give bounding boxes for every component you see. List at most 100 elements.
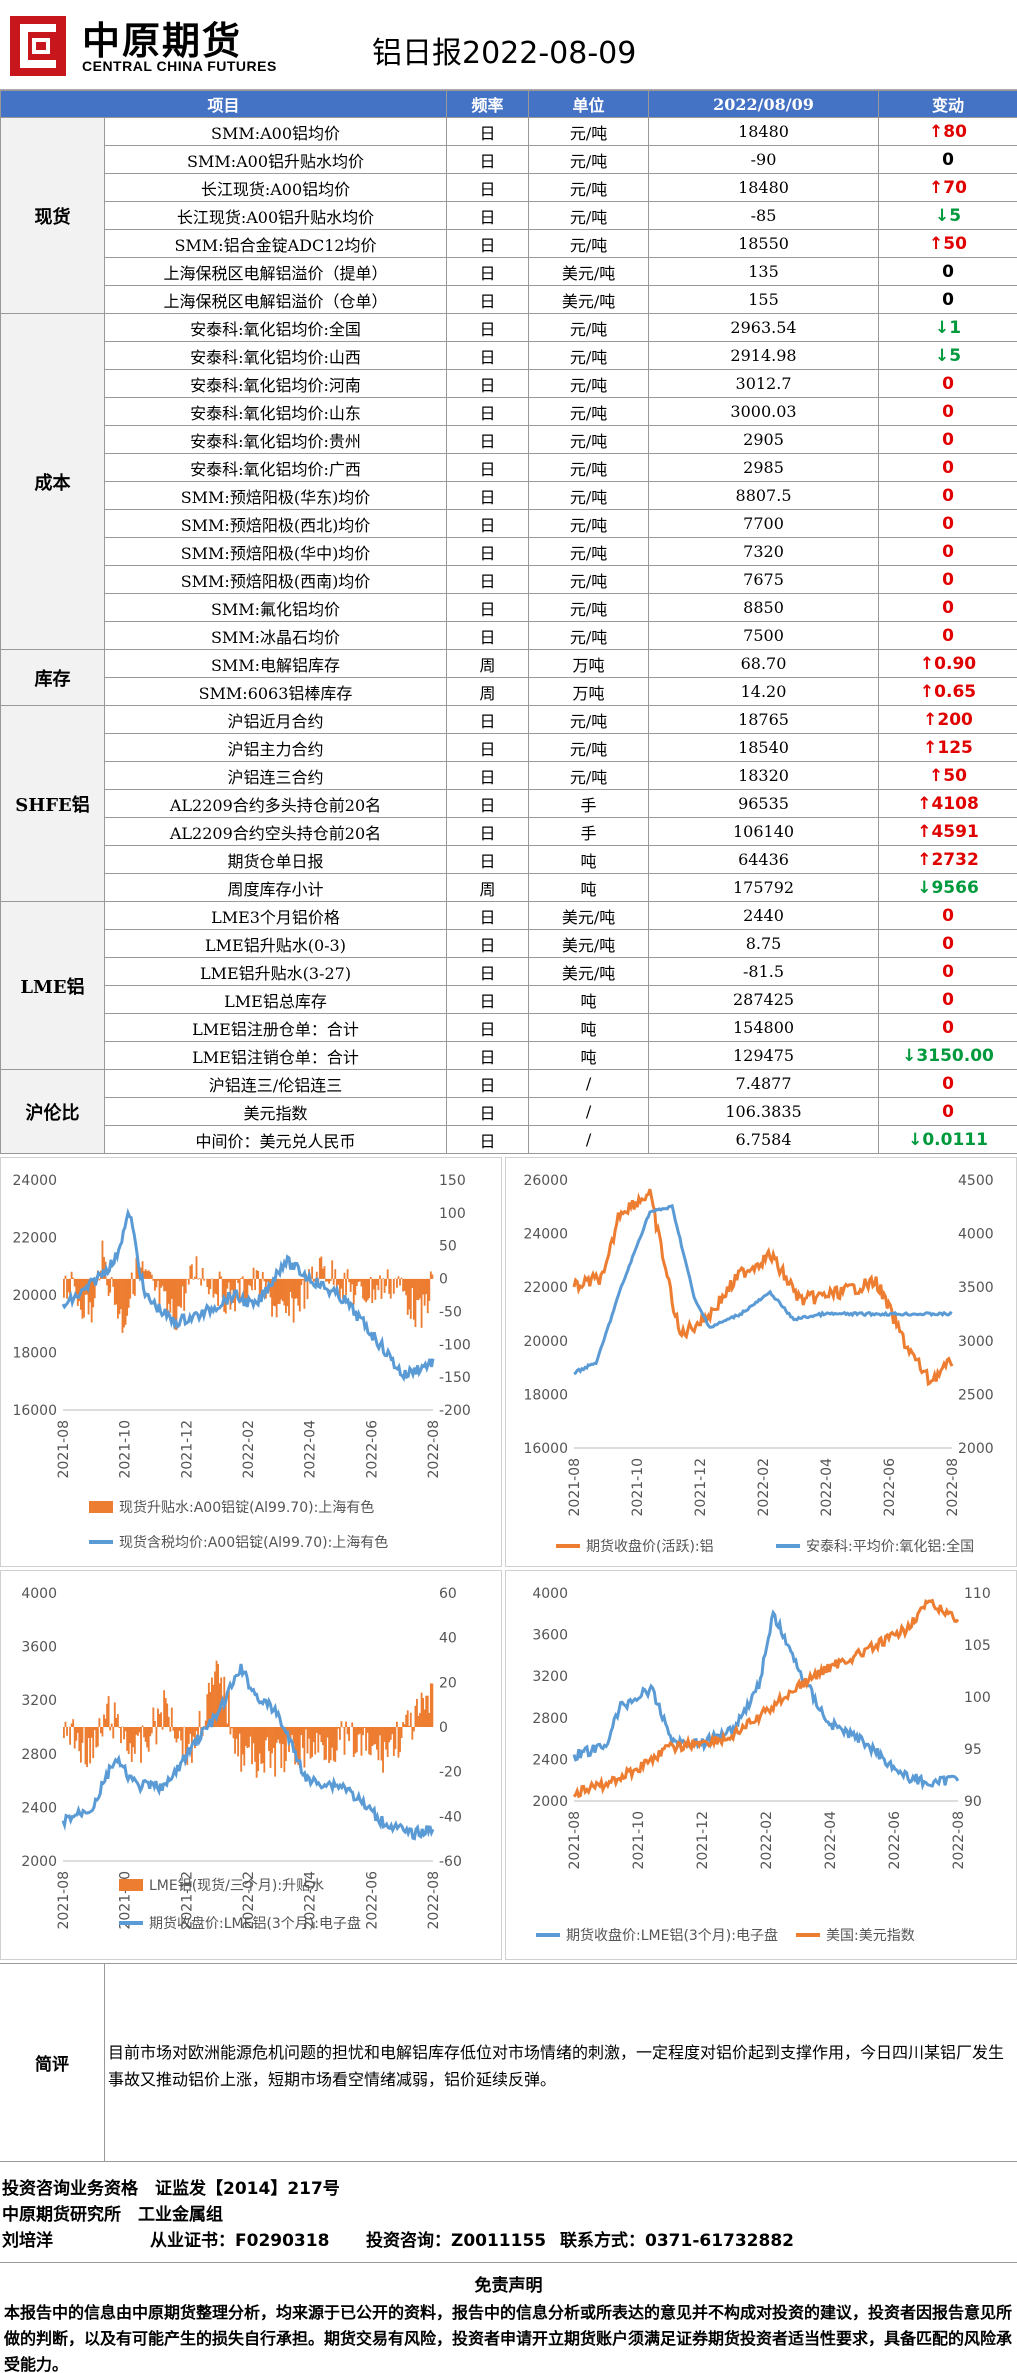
item-cell: LME铝注销仓单：合计 (103, 1041, 448, 1070)
bar-mark (335, 1727, 338, 1751)
bar-mark (280, 1727, 283, 1769)
series-line (573, 1203, 953, 1376)
arrow-up-icon: ↑ (917, 821, 932, 842)
bar-mark (209, 1278, 212, 1289)
freq-cell: 日 (446, 285, 530, 314)
freq-cell: 日 (446, 901, 530, 930)
bar-mark (318, 1727, 321, 1735)
bar-mark (90, 1278, 93, 1323)
bar-mark (431, 1274, 434, 1279)
change-cell: 0 (878, 929, 1017, 958)
bar-mark (278, 1278, 281, 1304)
category-cell: 沪伦比 (0, 1069, 105, 1154)
bar-mark (334, 1727, 337, 1762)
bar-mark (241, 1276, 244, 1279)
bar-mark (240, 1277, 243, 1279)
bar-mark (127, 1278, 130, 1308)
bar-mark (312, 1278, 315, 1282)
change-value: 0 (942, 373, 954, 394)
bar-mark (249, 1278, 252, 1287)
bar-mark (113, 1278, 116, 1305)
table-row: 沪伦比 沪铝连三/伦铝连三日/7.4877 0 (0, 1069, 1017, 1154)
bar-mark (198, 1278, 201, 1279)
value-cell: 106140 (648, 817, 880, 846)
x-tick-label: 2021-12 (179, 1420, 195, 1479)
bar-mark (386, 1727, 389, 1758)
freq-cell: 日 (446, 201, 530, 230)
bar-mark (383, 1278, 386, 1293)
item-cell: 安泰科:氧化铝均价:河南 (103, 369, 448, 398)
category-cell: SHFE铝 (0, 705, 105, 902)
bar-mark (289, 1727, 292, 1740)
bar-mark (109, 1278, 112, 1293)
bar-mark (143, 1727, 146, 1738)
x-tick-label: 2021-12 (179, 1871, 195, 1930)
x-tick-label: 2021-12 (695, 1811, 711, 1870)
bar-mark (362, 1278, 364, 1299)
unit-cell: / (528, 1069, 650, 1098)
bar-mark (292, 1727, 295, 1744)
unit-cell: 吨 (528, 873, 650, 902)
bar-mark (177, 1727, 179, 1739)
bar-mark (72, 1719, 75, 1727)
bar-mark (392, 1278, 395, 1294)
freq-cell: 日 (446, 117, 530, 146)
comment-label: 简评 (0, 1964, 105, 2161)
chart-svg: 26000 24000 22000 20000 18000 16000 4500 4000 35… (523, 1173, 993, 1555)
change-cell: ↑50 (878, 229, 1017, 258)
change-value: 0 (942, 933, 954, 954)
bar-mark (221, 1278, 224, 1298)
bar-mark (320, 1727, 323, 1743)
bar-mark (360, 1727, 363, 1756)
value-cell: 154800 (648, 1013, 880, 1042)
bar-mark (419, 1278, 421, 1299)
bar-mark (158, 1278, 161, 1305)
bar-mark (269, 1278, 272, 1298)
disclaimer: 免责声明 本报告中的信息由中原期货整理分析，均来源于已公开的资料，报告中的信息分… (0, 2262, 1017, 2373)
bar-mark (326, 1727, 329, 1738)
bar-mark (422, 1278, 425, 1295)
bar-mark (342, 1278, 344, 1300)
bar-mark (93, 1278, 96, 1299)
bar-mark (183, 1278, 186, 1311)
unit-cell: 元/吨 (528, 369, 650, 398)
item-cell: LME铝注册仓单：合计 (103, 1013, 448, 1042)
bar-mark (303, 1727, 306, 1768)
arrow-down-icon: ↓ (917, 877, 932, 898)
table-row: 长江现货:A00铝升贴水均价日元/吨 -85 ↓5 (1, 201, 1017, 230)
bar-mark (112, 1727, 115, 1739)
bar-mark (298, 1727, 301, 1768)
unit-cell: 吨 (528, 1041, 650, 1070)
bar-mark (375, 1278, 378, 1286)
change-value: 4108 (931, 793, 979, 814)
bar-mark (428, 1712, 431, 1727)
table-row: 安泰科:氧化铝均价:山西日元/吨 2914.98 ↓5 (1, 341, 1017, 370)
bar-mark (402, 1722, 405, 1727)
y-right-tick-label: 0 (439, 1272, 448, 1288)
item-cell: 沪铝近月合约 (103, 705, 448, 734)
bar-mark (112, 1278, 115, 1287)
unit-cell: 元/吨 (528, 537, 650, 566)
bar-mark (93, 1727, 96, 1731)
y-left-tick-label: 3200 (21, 1693, 57, 1709)
bar-mark (103, 1714, 105, 1727)
bar-mark (177, 1278, 179, 1307)
bar-mark (160, 1712, 162, 1727)
table-row: 美元指数日/106.3835 0 (1, 1097, 1017, 1126)
freq-cell: 日 (446, 313, 530, 342)
bar-mark (362, 1727, 364, 1736)
series-line (572, 1598, 960, 1799)
unit-cell: 元/吨 (528, 453, 650, 482)
bar-mark (300, 1727, 303, 1735)
item-cell: LME3个月铝价格 (103, 901, 448, 930)
table-row: SMM:冰晶石均价日元/吨 7500 0 (1, 621, 1017, 650)
change-value: 0 (942, 261, 954, 282)
bar-mark (100, 1727, 102, 1734)
bar-mark (343, 1727, 346, 1755)
y-left-tick-label: 22000 (12, 1231, 57, 1247)
bar-mark (64, 1275, 67, 1279)
change-value: 4591 (931, 821, 979, 842)
unit-cell: 元/吨 (528, 705, 650, 734)
bar-mark (147, 1270, 150, 1279)
comment-text: 目前市场对欧洲能源危机问题的担忧和电解铝库存低位对市场情绪的刺激，一定程度对铝价… (108, 2043, 1005, 2089)
